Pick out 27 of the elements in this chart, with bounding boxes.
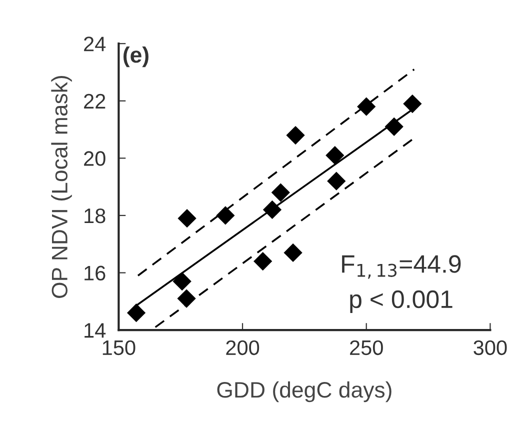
x-tick-label: 150 <box>102 340 136 356</box>
y-axis-title: OP NDVI (Local mask) <box>51 76 72 298</box>
point <box>286 126 305 145</box>
y-tick-label: 16 <box>84 266 106 281</box>
x-tick-label: 250 <box>350 340 383 356</box>
annotation: F$_{1,13}$=44.9 <box>342 255 461 279</box>
point <box>284 243 302 262</box>
point <box>271 183 290 202</box>
y-tick-label: 22 <box>84 94 106 108</box>
point <box>126 304 146 322</box>
y-tick-label: 14 <box>84 323 106 338</box>
y-tick-label: 20 <box>84 151 106 166</box>
point <box>216 206 235 225</box>
point <box>327 172 346 190</box>
x-tick-label: 300 <box>474 340 507 356</box>
annotation: (e) <box>124 46 148 68</box>
x-tick-label: 200 <box>226 340 260 356</box>
point <box>254 252 272 271</box>
annotation: p < 0.001 <box>350 290 452 314</box>
y-tick-label: 18 <box>84 208 106 224</box>
y-tick-label: 24 <box>84 36 106 52</box>
point <box>178 209 196 228</box>
point <box>403 94 422 114</box>
point <box>172 272 192 291</box>
point <box>357 97 376 116</box>
point <box>326 146 344 165</box>
x-axis-title: GDD (degC days) <box>217 381 392 402</box>
